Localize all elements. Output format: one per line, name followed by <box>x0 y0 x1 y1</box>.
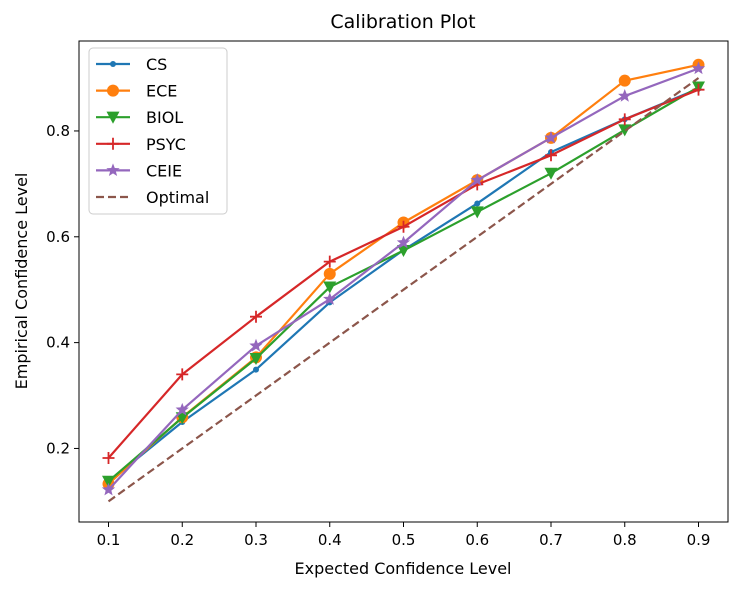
legend-label-biol: BIOL <box>146 108 183 127</box>
data-point-biol <box>470 206 484 219</box>
legend-marker-psyc <box>107 137 119 150</box>
data-point-cs <box>474 200 481 207</box>
data-point-psyc <box>250 310 262 323</box>
data-point-biol <box>102 475 115 488</box>
data-point-ceie <box>249 338 263 352</box>
data-point-ceie <box>691 61 706 75</box>
legend-label-ceie: CEIE <box>146 161 182 180</box>
data-point-ceie <box>470 173 484 186</box>
data-point-psyc <box>397 220 410 233</box>
y-tick-label: 0.6 <box>46 228 70 246</box>
data-point-ceie <box>175 402 189 416</box>
legend-marker-ceie <box>106 163 120 177</box>
y-tick-label: 0.8 <box>46 122 70 140</box>
plot-area <box>101 58 706 503</box>
y-axis-label: Empirical Confidence Level <box>12 173 31 390</box>
legend: CS ECE BIOL PSYC CEIE Optimal <box>88 47 228 215</box>
data-point-ceie <box>323 292 337 305</box>
legend-marker-cs <box>110 61 116 67</box>
x-tick-label: 0.3 <box>244 531 268 549</box>
legend-label-optimal: Optimal <box>146 188 209 207</box>
data-point-psyc <box>176 368 189 381</box>
x-tick-label: 0.6 <box>465 531 489 549</box>
x-tick-label: 0.7 <box>539 531 563 549</box>
legend-label-cs: CS <box>146 55 167 74</box>
y-tick-label: 0.2 <box>46 439 70 457</box>
legend-label-psyc: PSYC <box>146 135 186 154</box>
data-point-psyc <box>102 451 115 464</box>
y-tick-label: 0.4 <box>46 334 70 352</box>
data-point-psyc <box>618 113 631 126</box>
x-axis-label: Expected Confidence Level <box>294 559 511 578</box>
data-point-ceie <box>101 482 116 496</box>
x-tick-label: 0.4 <box>318 531 342 549</box>
data-point-biol <box>175 412 189 425</box>
legend-label-ece: ECE <box>146 82 177 101</box>
data-point-ece <box>618 74 631 87</box>
data-point-biol <box>544 167 558 180</box>
data-point-psyc <box>692 83 705 96</box>
data-point-ceie <box>396 235 411 249</box>
data-point-ceie <box>544 130 558 144</box>
data-point-biol <box>249 352 263 365</box>
x-axis: 0.1 0.2 0.3 0.4 0.5 0.6 0.7 0.8 0.9 <box>97 522 711 549</box>
x-tick-label: 0.2 <box>170 531 194 549</box>
x-tick-label: 0.8 <box>613 531 637 549</box>
data-point-cs <box>253 366 259 373</box>
x-tick-label: 0.9 <box>687 531 711 549</box>
x-tick-label: 0.1 <box>97 531 121 549</box>
data-point-ceie <box>618 89 632 102</box>
data-point-ece <box>323 267 336 280</box>
legend-marker-ece <box>107 84 119 97</box>
data-point-psyc <box>323 255 336 268</box>
chart-title: Calibration Plot <box>330 11 475 33</box>
legend-marker-biol <box>106 111 120 124</box>
data-point-biol <box>397 245 410 258</box>
data-point-psyc <box>545 149 557 162</box>
data-point-biol <box>323 281 337 294</box>
y-axis: 0.2 0.4 0.6 0.8 <box>46 122 79 457</box>
series-line-optimal <box>107 77 700 503</box>
x-tick-label: 0.5 <box>392 531 416 549</box>
